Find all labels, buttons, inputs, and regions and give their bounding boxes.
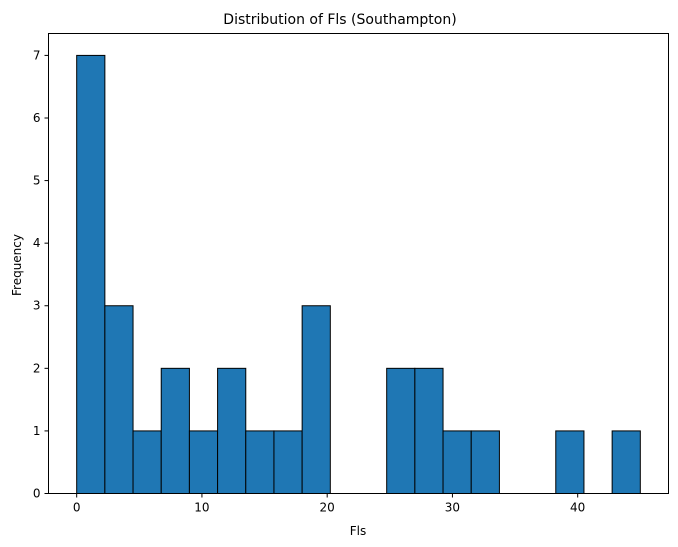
y-tick-label: 1 <box>33 424 41 438</box>
histogram-bar <box>414 367 444 494</box>
y-tick-label: 5 <box>33 174 41 188</box>
histogram-bar <box>470 430 500 495</box>
histogram-bar <box>273 430 303 495</box>
plot-frame <box>48 33 669 494</box>
histogram-bar <box>132 430 162 495</box>
histogram-bar <box>611 430 641 495</box>
y-axis-label: Frequency <box>10 234 24 296</box>
histogram-bar <box>555 430 585 495</box>
histogram-bar <box>386 367 416 494</box>
y-tick-label: 7 <box>33 48 41 62</box>
x-axis-label: Fls <box>350 524 367 538</box>
x-tick-label: 40 <box>570 501 585 515</box>
histogram-bar <box>245 430 275 495</box>
x-axis-ticks: 0 10 20 30 40 <box>73 493 585 515</box>
histogram-bar <box>442 430 472 495</box>
histogram-bar <box>104 305 134 494</box>
y-tick-label: 2 <box>33 361 41 375</box>
x-tick-label: 30 <box>445 501 460 515</box>
chart-title: Distribution of Fls (Southampton) <box>223 12 456 28</box>
y-tick-label: 0 <box>33 487 41 501</box>
y-axis-ticks: 0 1 2 3 4 5 6 7 <box>33 48 49 501</box>
x-tick-label: 0 <box>73 501 81 515</box>
histogram-bar <box>217 367 247 494</box>
bars-group <box>76 54 641 495</box>
histogram-bar <box>188 430 219 495</box>
histogram-bar <box>160 367 190 494</box>
histogram-bar <box>301 305 331 494</box>
x-tick-label: 10 <box>194 501 209 515</box>
x-tick-label: 20 <box>320 501 335 515</box>
y-tick-label: 4 <box>33 236 41 250</box>
histogram-bar <box>76 54 106 495</box>
y-tick-label: 6 <box>33 111 41 125</box>
y-tick-label: 3 <box>33 299 41 313</box>
